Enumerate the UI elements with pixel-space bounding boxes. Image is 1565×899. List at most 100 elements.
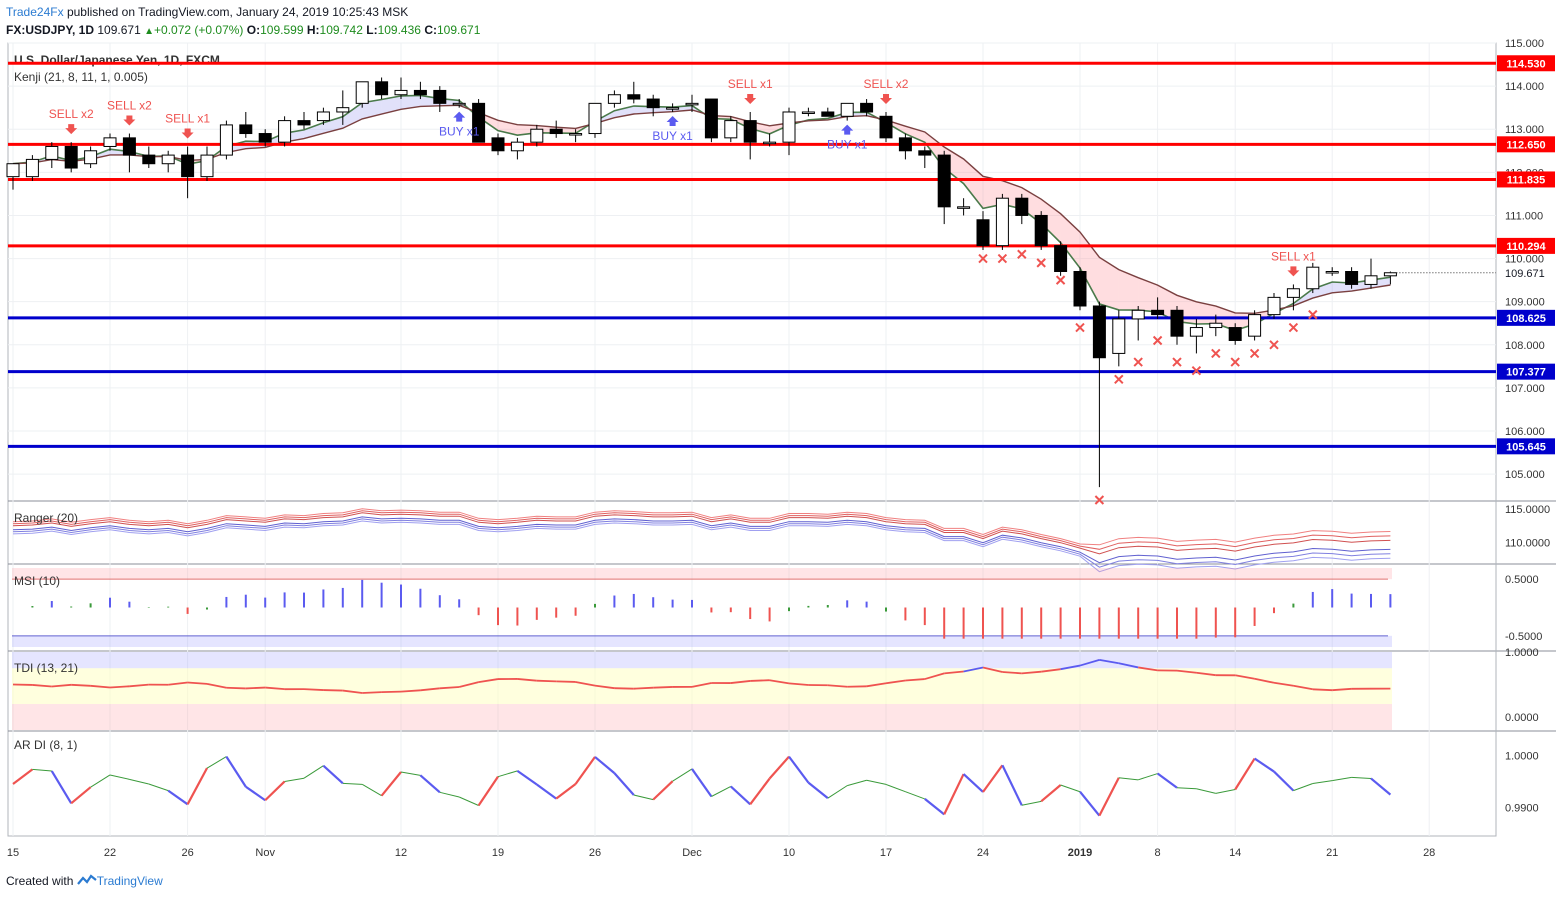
msi-lower-zone — [12, 635, 1392, 647]
ardi-line-segment — [594, 756, 616, 774]
tdi-line-segment — [769, 679, 790, 685]
y-tick-label: 111.000 — [1505, 210, 1543, 222]
tdi-line-segment — [71, 683, 91, 687]
candle — [491, 133, 505, 156]
candle — [84, 146, 98, 169]
x-tick-label: 8 — [1155, 847, 1161, 859]
sell-arrow-icon — [880, 93, 892, 104]
tradingview-brand-link[interactable]: TradingView — [96, 874, 163, 888]
candle — [995, 193, 1009, 250]
ohlc-row: FX:USDJPY, 1D 109.671 ▲+0.072 (+0.07%) O… — [6, 23, 480, 37]
ardi-line-segment — [943, 773, 965, 815]
ardi-line-segment — [555, 783, 577, 800]
candle — [181, 146, 195, 199]
candle — [510, 137, 524, 160]
candle-body — [879, 115, 893, 139]
tdi-line-segment — [1235, 674, 1255, 680]
close-label: C: — [424, 23, 437, 37]
ardi-line-segment — [613, 772, 635, 796]
candle — [1248, 310, 1262, 341]
x-tick-label: 19 — [492, 847, 504, 859]
ardi-line-segment — [50, 770, 73, 804]
tdi-line-segment — [303, 688, 324, 691]
tdi-line-segment — [653, 686, 673, 689]
y-tick-label: 115.000 — [1505, 38, 1544, 50]
x-tick-label: Dec — [682, 847, 702, 859]
sell-signal-label: SELL x1 — [728, 77, 773, 91]
x-mark-icon — [1055, 275, 1066, 285]
tdi-line-segment — [905, 678, 925, 682]
candle-body — [375, 81, 389, 96]
tdi-line-segment — [381, 690, 402, 694]
candle-body — [1248, 314, 1262, 337]
candle-body — [918, 150, 932, 156]
candle — [433, 86, 447, 112]
candle-body — [1015, 197, 1029, 216]
candle-body — [200, 154, 214, 178]
candle-body — [64, 145, 78, 169]
ardi-line-segment — [322, 764, 344, 785]
ardi-line-segment — [847, 779, 867, 787]
candle — [122, 133, 136, 173]
tdi-line-segment — [245, 686, 266, 690]
candle-body — [1189, 327, 1203, 337]
ranger-band-line — [12, 508, 1391, 546]
x-tick-label: 14 — [1229, 847, 1241, 859]
chart-title: U.S. Dollar/Japanese Yen, 1D, FXCM — [14, 53, 220, 67]
ardi-line-segment — [90, 774, 111, 788]
candle — [1112, 310, 1126, 367]
created-with-text: Created with — [6, 874, 74, 888]
symbol-label: FX:USDJPY, 1D — [6, 23, 95, 37]
candle — [1170, 305, 1184, 345]
tradingview-logo-icon — [76, 874, 97, 889]
x-mark-icon — [978, 253, 988, 264]
sell-signal-label: SELL x2 — [107, 99, 152, 113]
candle-body — [763, 141, 777, 145]
candle-body — [1325, 271, 1339, 274]
ardi-line-segment — [167, 789, 189, 806]
candle — [258, 129, 272, 147]
candle-body — [801, 111, 815, 114]
candle — [278, 116, 292, 147]
candle — [685, 94, 699, 112]
ardi-line-segment — [109, 774, 130, 780]
ardi-line-segment — [439, 791, 460, 798]
ardi-line-segment — [1060, 784, 1081, 793]
ardi-line-segment — [982, 764, 1004, 793]
candle-body — [1306, 266, 1320, 290]
publisher-link[interactable]: Trade24Fx — [6, 5, 64, 19]
x-mark-icon — [1152, 335, 1163, 346]
ardi-line-segment — [245, 785, 266, 802]
candle-body — [1345, 271, 1359, 285]
tdi-line-segment — [400, 689, 421, 693]
candle — [219, 120, 233, 160]
ardi-line-segment — [672, 768, 693, 782]
tdi-line-segment — [1196, 671, 1216, 677]
candle-body — [588, 102, 602, 135]
ranger-y-tick: 115.0000 — [1505, 504, 1550, 516]
candle — [530, 124, 544, 147]
x-tick-label: 24 — [977, 847, 989, 859]
candle — [976, 211, 990, 250]
candle — [1267, 293, 1281, 319]
ardi-line-segment — [225, 756, 247, 788]
ardi-line-segment — [1138, 773, 1158, 781]
candle-body — [84, 150, 98, 165]
candle-body — [413, 89, 427, 96]
candle-body — [976, 219, 990, 247]
x-tick-label: 10 — [783, 847, 795, 859]
candle-body — [685, 102, 699, 106]
candle-body — [646, 98, 660, 109]
candle — [1286, 284, 1300, 311]
candle-body — [433, 89, 447, 104]
ardi-line-segment — [1040, 784, 1062, 803]
support-level-label: 107.377 — [1506, 367, 1546, 379]
last-price-label: 109.671 — [1505, 268, 1545, 280]
tdi-line-segment — [963, 666, 984, 673]
support-level-tag — [1497, 438, 1555, 455]
resistance-level-label: 112.650 — [1506, 139, 1545, 151]
x-mark-icon — [1133, 357, 1143, 367]
tdi-line-segment — [458, 681, 479, 688]
x-tick-label: 21 — [1326, 847, 1338, 859]
